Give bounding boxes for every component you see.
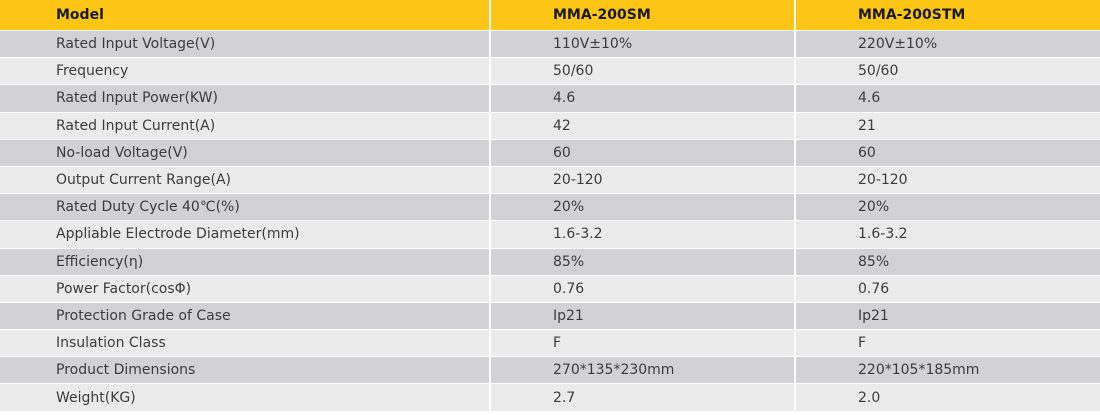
row-value-mma-200stm: 220*105*185mm: [796, 357, 1100, 385]
row-value-mma-200stm: 20-120: [796, 166, 1100, 195]
row-label: Rated Input Power(KW): [0, 85, 491, 113]
table-row: Product Dimensions 270*135*230mm 220*105…: [0, 357, 1100, 385]
table-row: Output Current Range(A) 20-120 20-120: [0, 166, 1100, 195]
row-value-mma-200stm: 1.6-3.2: [796, 221, 1100, 249]
row-value-mma-200stm: Ip21: [796, 302, 1100, 331]
row-value-mma-200sm: 20%: [491, 194, 796, 222]
row-label: Rated Input Current(A): [0, 112, 491, 140]
row-value-mma-200sm: 50/60: [491, 58, 796, 86]
row-value-mma-200stm: 60: [796, 139, 1100, 167]
header-row: Model MMA-200SM MMA-200STM: [0, 0, 1100, 31]
row-value-mma-200sm: 2.7: [491, 384, 796, 412]
row-value-mma-200stm: 220V±10%: [796, 31, 1100, 59]
table-row: Frequency 50/60 50/60: [0, 58, 1100, 86]
row-value-mma-200sm: 1.6-3.2: [491, 221, 796, 249]
row-label: Output Current Range(A): [0, 166, 491, 195]
row-value-mma-200sm: 60: [491, 139, 796, 167]
row-value-mma-200stm: 85%: [796, 248, 1100, 276]
row-label: Rated Input Voltage(V): [0, 31, 491, 59]
row-label: Insulation Class: [0, 330, 491, 358]
row-label: Appliable Electrode Diameter(mm): [0, 221, 491, 249]
row-value-mma-200stm: 20%: [796, 194, 1100, 222]
row-value-mma-200sm: 85%: [491, 248, 796, 276]
row-label: Weight(KG): [0, 384, 491, 412]
table-row: Appliable Electrode Diameter(mm) 1.6-3.2…: [0, 221, 1100, 249]
table-row: Weight(KG) 2.7 2.0: [0, 384, 1100, 412]
row-value-mma-200sm: 110V±10%: [491, 31, 796, 59]
row-value-mma-200stm: F: [796, 330, 1100, 358]
row-value-mma-200sm: 4.6: [491, 85, 796, 113]
table-row: Rated Input Current(A) 42 21: [0, 112, 1100, 140]
table-row: Insulation Class F F: [0, 330, 1100, 358]
row-label: No-load Voltage(V): [0, 139, 491, 167]
table-row: Protection Grade of Case Ip21 Ip21: [0, 302, 1100, 331]
table-row: Rated Input Voltage(V) 110V±10% 220V±10%: [0, 31, 1100, 59]
table-row: Power Factor(cosΦ) 0.76 0.76: [0, 275, 1100, 303]
table-row: Rated Input Power(KW) 4.6 4.6: [0, 85, 1100, 113]
table-row: No-load Voltage(V) 60 60: [0, 139, 1100, 167]
row-label: Protection Grade of Case: [0, 302, 491, 331]
model-header: Model: [0, 0, 491, 31]
row-value-mma-200sm: 270*135*230mm: [491, 357, 796, 385]
row-label: Frequency: [0, 58, 491, 86]
row-value-mma-200stm: 21: [796, 112, 1100, 140]
row-label: Product Dimensions: [0, 357, 491, 385]
row-value-mma-200stm: 50/60: [796, 58, 1100, 86]
table-row: Rated Duty Cycle 40℃(%) 20% 20%: [0, 194, 1100, 222]
row-label: Rated Duty Cycle 40℃(%): [0, 194, 491, 222]
row-value-mma-200sm: 42: [491, 112, 796, 140]
row-value-mma-200sm: 0.76: [491, 275, 796, 303]
model-header-mma-200stm: MMA-200STM: [796, 0, 1100, 31]
table-row: Efficiency(η) 85% 85%: [0, 248, 1100, 276]
row-label: Efficiency(η): [0, 248, 491, 276]
model-header-mma-200sm: MMA-200SM: [491, 0, 796, 31]
spec-table-body: Rated Input Voltage(V) 110V±10% 220V±10%…: [0, 31, 1100, 412]
row-value-mma-200stm: 4.6: [796, 85, 1100, 113]
row-value-mma-200sm: Ip21: [491, 302, 796, 331]
row-value-mma-200stm: 0.76: [796, 275, 1100, 303]
row-value-mma-200stm: 2.0: [796, 384, 1100, 412]
row-label: Power Factor(cosΦ): [0, 275, 491, 303]
row-value-mma-200sm: F: [491, 330, 796, 358]
row-value-mma-200sm: 20-120: [491, 166, 796, 195]
spec-table-header: Model MMA-200SM MMA-200STM: [0, 0, 1100, 31]
